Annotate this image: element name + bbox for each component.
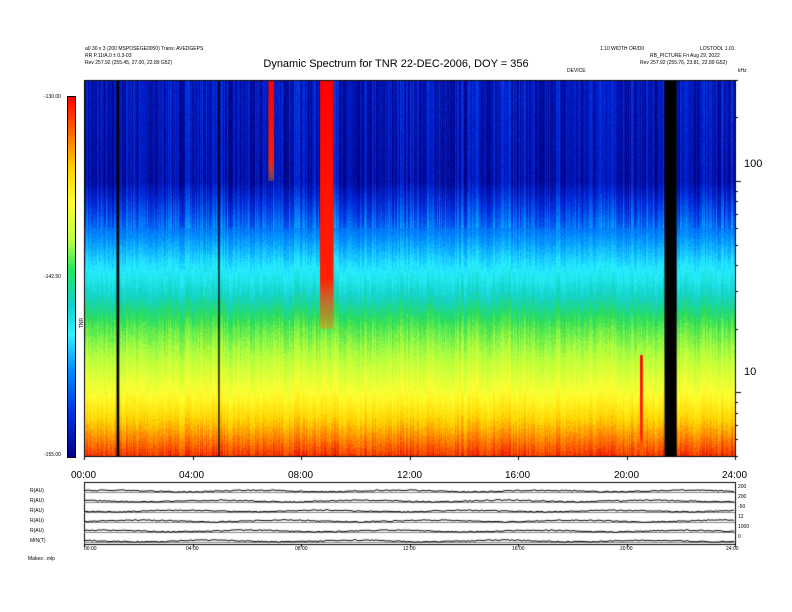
panel-label-1: R(AU) (30, 488, 44, 494)
panel-x-tick-6: 24:00 (726, 546, 739, 552)
right-info-2: LOSTOOL 1.01 (700, 46, 735, 52)
panel-x-tick-0: 00:00 (84, 546, 97, 552)
footer-label: Makes: .mlp (28, 556, 55, 562)
panel-x-tick-4: 16:00 (512, 546, 525, 552)
colorbar-tick-top: -130.00 (44, 94, 61, 100)
panel-tick-6: 0 (738, 534, 741, 540)
panel-label-5: R(AU) (30, 528, 44, 534)
right-info-4: Rev 257.92 (255.76, 23.81, 22.89 G52) (640, 60, 728, 66)
panel-label-4: R(AU) (30, 518, 44, 524)
center-info: DEVICE (567, 68, 586, 74)
x-tick-2: 08:00 (288, 470, 314, 481)
panel-tick-5: 1000 (738, 524, 750, 530)
panel-label-6: MIN(T) (30, 538, 46, 544)
panel-tick-2: 200 (738, 494, 747, 500)
x-tick-6: 24:00 (722, 470, 748, 481)
panel-label-2: R(AU) (30, 498, 44, 504)
x-tick-4: 16:00 (505, 470, 531, 481)
left-info-3: Rev 257.92 (255.45, 27.00, 22.89 G52) (85, 60, 173, 66)
x-tick-1: 04:00 (179, 470, 205, 481)
colorbar-tick-bottom: -155.00 (44, 452, 61, 458)
panel-tick-4: 12 (738, 514, 744, 520)
left-info-1: a0.30 x 3 (200 MSPOSEGE0050) Trans: AVED… (85, 46, 204, 52)
y-tick-100: 100 (744, 158, 763, 170)
units-label: kHz (738, 68, 747, 74)
chart-title: Dynamic Spectrum for TNR 22-DEC-2006, DO… (263, 58, 529, 70)
x-tick-3: 12:00 (397, 470, 423, 481)
colorbar (67, 96, 76, 458)
x-tick-0: 00:00 (71, 470, 97, 481)
panel-tick-1: 200 (738, 484, 747, 490)
panel-x-tick-2: 08:00 (295, 546, 308, 552)
panel-label-3: R(AU) (30, 508, 44, 514)
right-info-1: 1.10 WIDTH OR/D0 (600, 46, 645, 52)
colorbar-label: TNR (79, 317, 86, 329)
panel-tick-3: -50 (738, 504, 746, 510)
x-tick-5: 20:00 (614, 470, 640, 481)
y-tick-10: 10 (744, 366, 757, 378)
panel-x-tick-3: 12:00 (403, 546, 416, 552)
panel-x-tick-1: 04:00 (186, 546, 199, 552)
colorbar-tick-mid: -142.50 (44, 274, 61, 280)
panel-x-tick-5: 20:00 (620, 546, 633, 552)
right-info-3: RB_PICTURE Fri Aug 29, 2022 (650, 53, 720, 59)
left-info-2: RR P.11/A.0 ± 0.3-03 (85, 53, 132, 59)
